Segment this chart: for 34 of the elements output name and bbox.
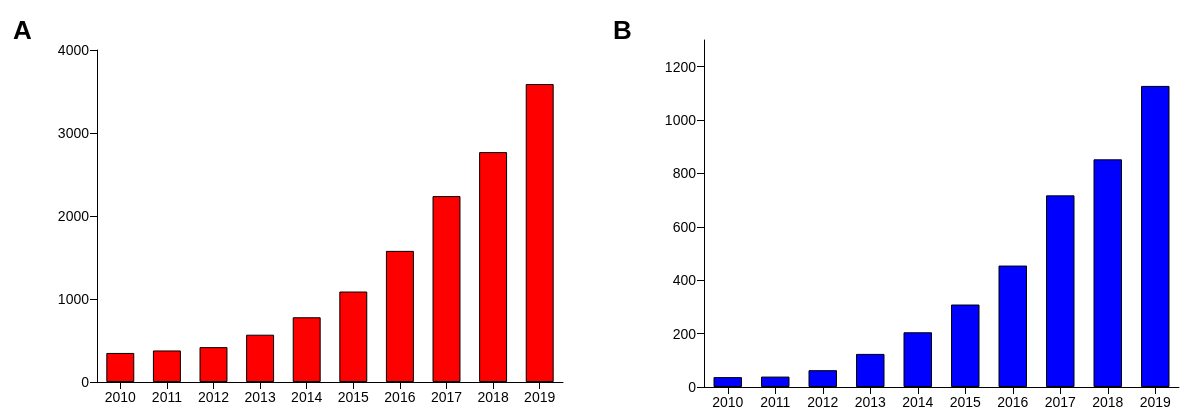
x-tick-label: 2012: [807, 394, 839, 410]
x-tick-label: 2016: [384, 389, 416, 405]
x-tick-label: 2011: [760, 394, 791, 410]
y-tick-label: 400: [672, 272, 697, 289]
x-tick-label: 2015: [337, 389, 370, 405]
x-tick-label: 2013: [244, 389, 276, 405]
chart-title: B: [613, 15, 632, 45]
chart-title: A: [13, 15, 32, 45]
y-tick-label: 1000: [57, 291, 90, 307]
x-tick-label: 2013: [854, 394, 887, 410]
x-tick-label: 2017: [430, 389, 463, 405]
y-tick-label: 1200: [664, 58, 697, 75]
y-tick-label: 600: [672, 218, 697, 235]
y-tick-label: 200: [672, 325, 697, 342]
y-tick-label: 1000: [664, 112, 697, 129]
x-tick-label: 2012: [197, 389, 230, 405]
y-tick-label: 800: [672, 165, 697, 182]
x-tick-label: 2015: [949, 394, 982, 410]
x-tick-label: 2018: [1092, 394, 1124, 410]
x-tick-label: 2017: [1044, 394, 1077, 410]
x-tick-label: 2010: [104, 389, 137, 405]
x-tick-label: 2016: [997, 394, 1029, 410]
x-tick-label: 2018: [477, 389, 509, 405]
x-tick-label: 2019: [524, 389, 556, 405]
x-tick-label: 2011: [151, 389, 183, 405]
y-tick-label: 4000: [57, 42, 90, 58]
x-tick-label: 2019: [1139, 394, 1172, 410]
y-tick-label: 3000: [57, 125, 90, 141]
x-tick-label: 2014: [291, 389, 323, 405]
y-tick-label: 0: [688, 379, 697, 395]
x-tick-label: 2014: [902, 394, 934, 410]
y-tick-label: 0: [81, 374, 90, 390]
x-tick-label: 2010: [712, 394, 744, 410]
y-tick-label: 2000: [57, 208, 90, 224]
